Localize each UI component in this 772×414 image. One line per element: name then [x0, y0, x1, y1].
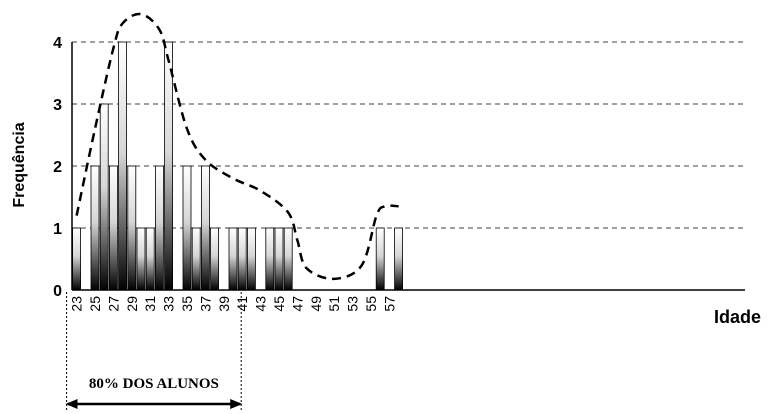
x-tick-label: 27 — [105, 296, 121, 312]
y-tick-label: 3 — [53, 97, 62, 114]
bar — [118, 41, 127, 291]
bar — [182, 165, 192, 291]
x-tick-label: 25 — [87, 296, 103, 312]
y-tick-label: 2 — [53, 159, 62, 176]
x-tick-label: 23 — [69, 296, 85, 312]
y-tick-labels: 0 1 2 3 4 — [53, 35, 62, 300]
x-tick-label: 51 — [326, 296, 342, 312]
bar — [283, 227, 293, 291]
trend-curve — [75, 12, 399, 281]
bar — [228, 227, 238, 291]
bar — [191, 227, 201, 291]
bar — [210, 227, 220, 291]
bar — [265, 227, 275, 291]
bar — [164, 41, 174, 291]
x-tick-label: 35 — [179, 296, 195, 312]
bar — [237, 227, 247, 291]
y-axis-label: Frequência — [11, 122, 28, 207]
x-tick-label: 53 — [345, 296, 361, 312]
bar — [274, 227, 284, 291]
x-tick-label: 39 — [216, 296, 232, 312]
annotation-label: 80% DOS ALUNOS — [89, 376, 219, 392]
annotation-range: 80% DOS ALUNOS — [65, 292, 243, 412]
x-tick-label: 41 — [234, 296, 250, 312]
x-tick-label: 49 — [308, 296, 324, 312]
bar — [136, 227, 146, 291]
x-tick-label: 37 — [197, 296, 213, 312]
bar — [154, 165, 164, 291]
x-axis-label: Idade — [714, 307, 761, 327]
x-tick-label: 57 — [381, 296, 397, 312]
y-tick-label: 0 — [53, 283, 62, 300]
bar — [394, 227, 404, 291]
bar — [109, 165, 118, 291]
x-tick-label: 29 — [124, 296, 140, 312]
y-tick-label: 4 — [53, 35, 62, 52]
axes — [71, 42, 745, 291]
bar — [200, 165, 210, 291]
bar — [99, 103, 109, 291]
x-tick-label: 31 — [142, 296, 158, 312]
x-tick-label: 45 — [271, 296, 287, 312]
bar — [127, 165, 137, 291]
x-tick-label: 33 — [161, 296, 177, 312]
x-tick-label: 55 — [363, 296, 379, 312]
x-tick-label: 43 — [253, 296, 269, 312]
bar — [72, 227, 81, 291]
y-tick-label: 1 — [53, 221, 62, 238]
x-tick-labels: 23 25 27 29 31 33 35 37 39 41 43 45 47 49 51 53 55 57 — [69, 296, 398, 312]
bar — [246, 227, 256, 291]
bar — [145, 227, 155, 291]
bar — [375, 227, 385, 291]
bar — [90, 165, 100, 291]
x-tick-label: 47 — [289, 296, 305, 312]
